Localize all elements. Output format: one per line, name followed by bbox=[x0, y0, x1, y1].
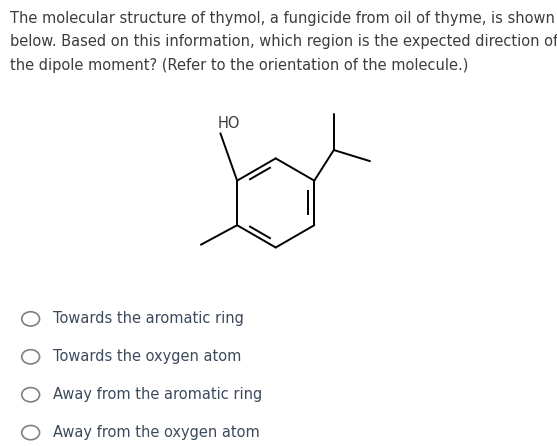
Text: Away from the aromatic ring: Away from the aromatic ring bbox=[53, 387, 262, 402]
Text: Towards the aromatic ring: Towards the aromatic ring bbox=[53, 311, 244, 326]
Text: The molecular structure of thymol, a fungicide from oil of thyme, is shown: The molecular structure of thymol, a fun… bbox=[10, 11, 555, 26]
Text: below. Based on this information, which region is the expected direction of: below. Based on this information, which … bbox=[10, 34, 557, 50]
Text: Towards the oxygen atom: Towards the oxygen atom bbox=[53, 349, 241, 364]
Text: HO: HO bbox=[218, 116, 240, 131]
Text: Away from the oxygen atom: Away from the oxygen atom bbox=[53, 425, 260, 440]
Text: the dipole moment? (Refer to the orientation of the molecule.): the dipole moment? (Refer to the orienta… bbox=[10, 58, 468, 73]
